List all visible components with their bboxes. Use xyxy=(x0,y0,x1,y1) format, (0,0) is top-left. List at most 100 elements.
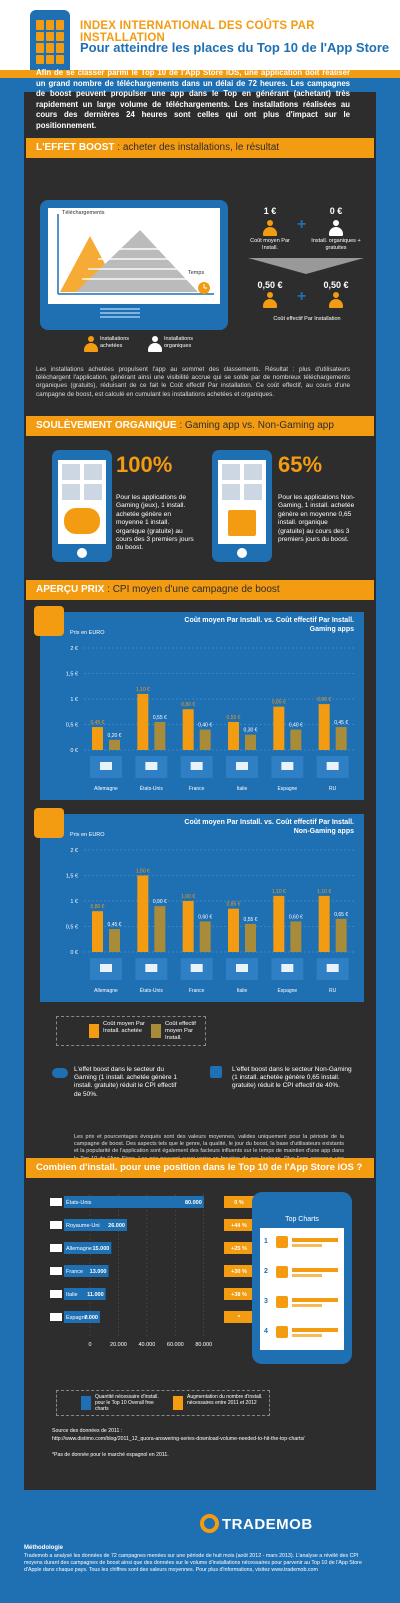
x-tick-label: RU xyxy=(329,786,337,792)
y-tick-label: 1 € xyxy=(70,899,78,905)
trademob-logo-icon xyxy=(200,1514,219,1533)
section-title: SOULÈVEMENT ORGANIQUE xyxy=(36,420,177,431)
bar xyxy=(64,1242,112,1254)
top-charts-header: Top Charts xyxy=(260,1212,344,1228)
rank-1: 1 xyxy=(264,1238,268,1245)
bar xyxy=(290,729,302,750)
data-label: 0,90 € xyxy=(317,697,331,703)
data-label: 80.000 xyxy=(185,1200,202,1206)
bar xyxy=(64,1196,204,1208)
bar xyxy=(245,734,256,750)
flag-icon xyxy=(281,762,294,770)
page-subtitle: Pour atteindre les places du Top 10 de l… xyxy=(80,40,390,55)
section-title: Combien d'install. pour une position dan… xyxy=(36,1162,363,1173)
section-organic-uplift: SOULÈVEMENT ORGANIQUE : Gaming app vs. N… xyxy=(26,416,374,436)
x-tick-label: Allemagne xyxy=(94,988,118,994)
flag-icon xyxy=(190,762,203,770)
header-divider xyxy=(0,70,400,78)
x-tick-label: Espagne xyxy=(277,988,297,994)
flag-icon xyxy=(145,762,158,770)
nongaming-text: Pour les applications Non-Gaming, 1 inst… xyxy=(278,494,355,544)
gamepad-icon xyxy=(64,508,100,534)
bar xyxy=(109,929,120,952)
shopping-bag-icon xyxy=(210,1066,222,1078)
rank-2: 2 xyxy=(264,1268,268,1275)
flag-icon xyxy=(50,1221,62,1229)
data-label: 1,00 € xyxy=(181,894,195,900)
chart-svg: Prix en EURO 0 € 0,5 € 1 € 1,5 € 2 € 0,80 € 0,4… xyxy=(66,832,356,994)
data-label: 0,40 € xyxy=(198,723,212,729)
increase-badge xyxy=(224,1242,254,1254)
section-boost-effect: L'EFFET BOOST : acheter des installation… xyxy=(26,138,374,158)
flag-icon xyxy=(281,964,294,972)
rank-4: 4 xyxy=(264,1328,268,1335)
bar xyxy=(137,693,149,750)
increase-label: +30 % xyxy=(231,1269,247,1275)
section-subtitle: : Gaming app vs. Non-Gaming app xyxy=(176,420,334,431)
boost-explanation: Les installations achetées propulsent l'… xyxy=(36,366,350,398)
flag-icon xyxy=(50,1267,62,1275)
y-tick-label: 1,5 € xyxy=(66,672,78,678)
section-title: APERÇU PRIX xyxy=(36,584,105,595)
organic-user-icon-2 xyxy=(329,292,343,308)
data-label: 1,50 € xyxy=(136,869,150,875)
data-label: 15.000 xyxy=(93,1246,110,1252)
flag-icon xyxy=(50,1313,62,1321)
data-label: 0,60 € xyxy=(289,914,303,920)
increase-badge xyxy=(224,1219,254,1231)
methodology-heading: Méthodologie xyxy=(24,1545,63,1551)
y-tick-label: 2 € xyxy=(70,646,78,652)
y-tick-label: 0,5 € xyxy=(66,925,78,931)
section-title: L'EFFET BOOST xyxy=(36,142,115,153)
category-label: France xyxy=(66,1269,83,1275)
data-label: 1,10 € xyxy=(317,889,331,895)
data-label: 0,45 € xyxy=(108,922,122,928)
x-tick-label: États-Unis xyxy=(140,785,164,792)
shopping-bag-icon xyxy=(228,510,256,536)
category-label: Allemagne xyxy=(66,1246,92,1252)
section-price-overview: APERÇU PRIX : CPI moyen d'une campagne d… xyxy=(26,580,374,600)
gaming-pct: 100% xyxy=(116,452,173,477)
plus-icon: + xyxy=(297,216,307,233)
increase-label: +38 % xyxy=(231,1292,247,1298)
data-label: 0,45 € xyxy=(91,720,105,726)
bar xyxy=(182,901,194,952)
increase-badge xyxy=(224,1288,254,1300)
y-axis-label: Prix en EURO xyxy=(70,832,105,838)
legend-label-effective: Coût effectif moyen Par Install. xyxy=(165,1021,196,1041)
bar xyxy=(109,739,120,750)
data-label: 1,10 € xyxy=(272,889,286,895)
flag-icon xyxy=(50,1290,62,1298)
flag-icon xyxy=(190,964,203,972)
note-gaming: L'effet boost dans le secteur du Gaming … xyxy=(74,1066,177,1098)
data-label: 7.000 xyxy=(84,1315,98,1321)
x-tick-label: 80.000 xyxy=(195,1342,212,1348)
source-link[interactable]: http://www.distimo.com/blog/2011_12_quor… xyxy=(52,1436,305,1442)
cpi-value: 1 € xyxy=(263,206,277,216)
legend-swatch-increase xyxy=(173,1396,183,1410)
data-label: 0,20 € xyxy=(108,733,122,739)
data-label: 0,85 € xyxy=(227,902,241,908)
data-label: 13.000 xyxy=(90,1269,107,1275)
category-label: Italie xyxy=(66,1292,78,1298)
data-label: 0,80 € xyxy=(91,904,105,910)
flag-icon xyxy=(100,762,112,770)
chart-title: Coût moyen Par Install. vs. Coût effecti… xyxy=(184,617,354,633)
note-nongaming: L'effet boost dans le secteur Non-Gaming… xyxy=(232,1066,352,1090)
gamepad-icon xyxy=(34,606,64,636)
bar xyxy=(154,906,166,952)
boost-monitor: Téléchargements Temps xyxy=(40,200,228,330)
flag-icon xyxy=(50,1244,62,1252)
bar xyxy=(228,908,239,952)
flag-icon xyxy=(236,762,248,770)
bar xyxy=(154,721,166,750)
y-tick-label: 0 € xyxy=(70,950,78,956)
legend-bought: Installations achetées xyxy=(84,336,150,352)
data-label: 0,65 € xyxy=(334,912,348,918)
bar xyxy=(64,1219,127,1231)
cpi-label: Coût moyen Par Install. xyxy=(250,238,290,251)
top10-legend: Quantité nécessaire d'install. pour le T… xyxy=(56,1390,270,1416)
boost-y-label: Téléchargements xyxy=(62,210,105,216)
chart-title: Coût moyen Par Install. vs. Coût effecti… xyxy=(184,819,354,835)
increase-label: * xyxy=(238,1315,241,1321)
